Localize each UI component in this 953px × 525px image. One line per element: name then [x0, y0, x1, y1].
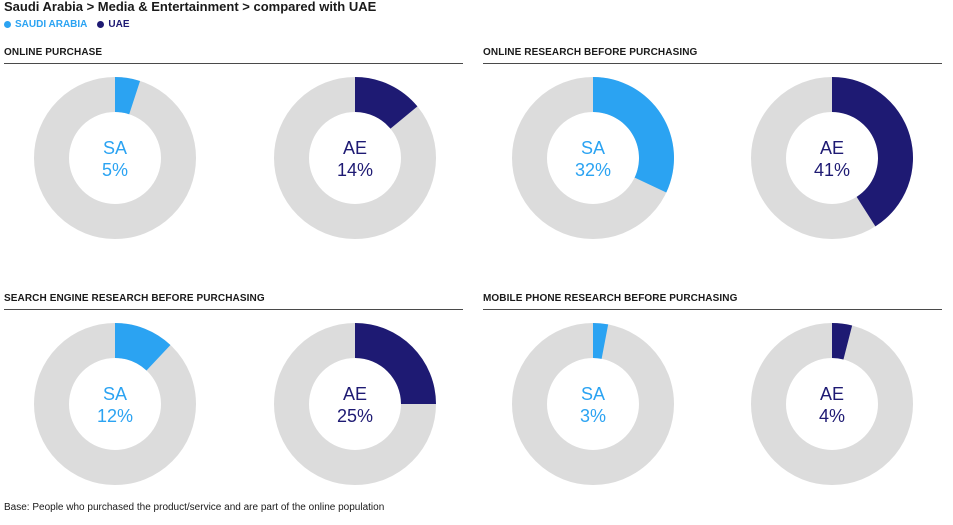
panel-divider: [483, 63, 942, 64]
donut-slice: [832, 323, 853, 360]
donut-sa: SA 3%: [512, 323, 674, 485]
panel-divider: [4, 63, 463, 64]
donut-slice: [593, 323, 609, 359]
panel-title: ONLINE RESEARCH BEFORE PURCHASING: [483, 47, 698, 58]
donut-track: [751, 323, 913, 485]
panel-mobile-phone-research: MOBILE PHONE RESEARCH BEFORE PURCHASING …: [483, 293, 943, 525]
panel-title: ONLINE PURCHASE: [4, 47, 103, 58]
donut-ae: AE 25%: [274, 323, 436, 485]
donut-percent-label: 25%: [337, 406, 373, 426]
donut-slice: [593, 77, 674, 193]
legend: SAUDI ARABIA UAE: [4, 19, 130, 30]
donut-track: [34, 323, 196, 485]
panel-online-research: ONLINE RESEARCH BEFORE PURCHASING SA 32% …: [483, 47, 943, 279]
legend-label-saudi-arabia: SAUDI ARABIA: [15, 19, 88, 30]
donut-percent-label: 41%: [814, 160, 850, 180]
donut-ae: AE 4%: [751, 323, 913, 485]
donut-country-label: SA: [103, 138, 127, 158]
panel-title: SEARCH ENGINE RESEARCH BEFORE PURCHASING: [4, 293, 265, 304]
panel-divider: [483, 309, 942, 310]
donut-slice: [115, 323, 171, 371]
donut-slice: [355, 323, 436, 404]
donut-percent-label: 5%: [102, 160, 128, 180]
donut-svg: SA3%: [512, 323, 674, 485]
donut-sa: SA 5%: [34, 77, 196, 239]
donut-sa: SA 12%: [34, 323, 196, 485]
page-title: Saudi Arabia > Media & Entertainment > c…: [4, 0, 377, 14]
donut-track: [34, 77, 196, 239]
donut-slice: [355, 77, 418, 129]
donut-country-label: AE: [820, 138, 844, 158]
donut-svg: AE4%: [751, 323, 913, 485]
legend-dot-uae: [97, 21, 105, 28]
donut-ae: AE 41%: [751, 77, 913, 239]
donut-svg: SA5%: [34, 77, 196, 239]
footnote: Base: People who purchased the product/s…: [4, 502, 385, 513]
donut-country-label: SA: [581, 384, 605, 404]
donut-country-label: AE: [343, 138, 367, 158]
donut-sa: SA 32%: [512, 77, 674, 239]
legend-label-uae: UAE: [108, 19, 130, 30]
donut-track: [512, 323, 674, 485]
donut-ae: AE 14%: [274, 77, 436, 239]
donut-country-label: SA: [581, 138, 605, 158]
donut-country-label: AE: [343, 384, 367, 404]
panel-divider: [4, 309, 463, 310]
donut-country-label: SA: [103, 384, 127, 404]
panel-search-engine-research: SEARCH ENGINE RESEARCH BEFORE PURCHASING…: [4, 293, 464, 525]
donut-slice: [832, 77, 913, 227]
donut-slice: [115, 77, 141, 115]
legend-dot-saudi-arabia: [4, 21, 11, 28]
donut-percent-label: 3%: [580, 406, 606, 426]
legend-item-saudi-arabia: SAUDI ARABIA: [4, 19, 87, 30]
panel-title: MOBILE PHONE RESEARCH BEFORE PURCHASING: [483, 293, 738, 304]
donut-percent-label: 14%: [337, 160, 373, 180]
legend-item-uae: UAE: [97, 19, 130, 30]
panel-online-purchase: ONLINE PURCHASE SA 5% AE 14%: [4, 47, 464, 279]
donut-country-label: AE: [820, 384, 844, 404]
donut-percent-label: 4%: [819, 406, 845, 426]
donut-percent-label: 12%: [97, 406, 133, 426]
donut-percent-label: 32%: [575, 160, 611, 180]
